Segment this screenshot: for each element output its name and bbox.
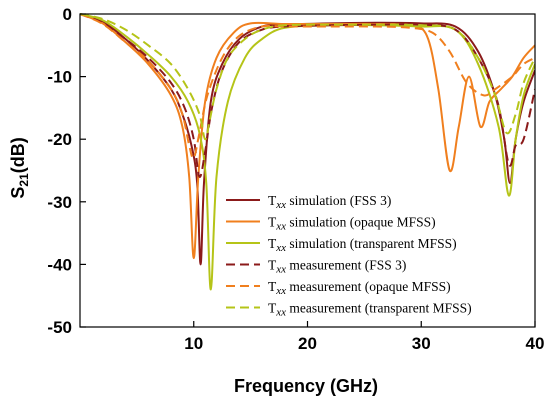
y-tick-label: -40 xyxy=(47,255,72,274)
y-tick-label: 0 xyxy=(63,5,72,24)
legend: Txx simulation (FSS 3) Txx simulation (op… xyxy=(226,193,472,319)
legend-label-2: Txx simulation (opaque MFSS) xyxy=(268,215,436,233)
legend-label-6: Txx measurement (transparent MFSS) xyxy=(268,301,472,319)
x-tick-label: 30 xyxy=(412,334,431,353)
series-line-5 xyxy=(80,13,535,160)
y-axis-label-base: S xyxy=(8,187,28,199)
legend-label-1: Txx simulation (FSS 3) xyxy=(268,193,391,211)
y-tick-label: -10 xyxy=(47,68,72,87)
legend-label-3: Txx simulation (transparent MFSS) xyxy=(268,236,457,254)
y-tick-label: -30 xyxy=(47,193,72,212)
y-tick-label: -50 xyxy=(47,318,72,337)
legend-label-5: Txx measurement (opaque MFSS) xyxy=(268,279,451,297)
legend-label-4: Txx measurement (FSS 3) xyxy=(268,258,406,276)
y-axis-label-rest: (dB) xyxy=(8,137,28,173)
y-axis-label: S21(dB) xyxy=(8,137,31,198)
series-line-3 xyxy=(80,13,535,291)
x-tick-label: 10 xyxy=(184,334,203,353)
x-tick-label: 40 xyxy=(526,334,545,353)
y-axis-label-sub: 21 xyxy=(17,173,31,187)
x-axis-label: Frequency (GHz) xyxy=(234,376,378,396)
x-tick-label: 20 xyxy=(298,334,317,353)
series-line-6 xyxy=(80,13,535,141)
axes: 10 20 30 40 0 -10 -20 -30 -40 -50 xyxy=(47,5,544,353)
series-line-4 xyxy=(80,13,535,178)
plot-area xyxy=(80,13,535,291)
y-tick-label: -20 xyxy=(47,130,72,149)
